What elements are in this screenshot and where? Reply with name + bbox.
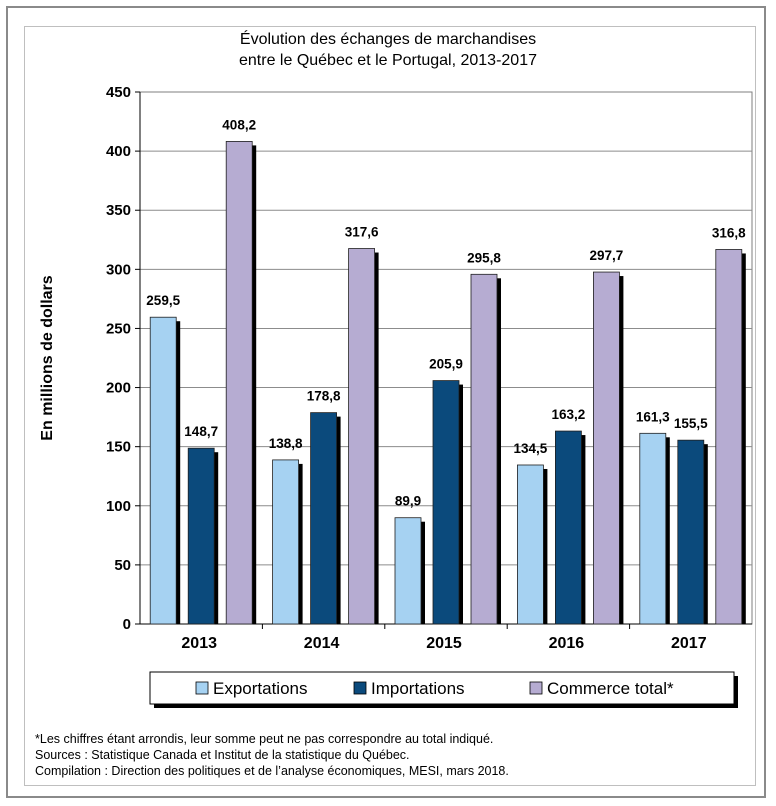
x-category-label: 2015	[426, 635, 462, 652]
bar-exportations-2017	[639, 432, 667, 625]
data-label: 317,6	[345, 225, 379, 240]
bar-commerce-total-2015	[470, 273, 498, 625]
chart-title-line: entre le Québec et le Portugal, 2013-201…	[239, 52, 537, 69]
x-category-label: 2017	[671, 635, 707, 652]
x-category-label: 2016	[549, 635, 585, 652]
legend-swatch	[353, 681, 367, 695]
chart-title-line: Évolution des échanges de marchandises	[240, 29, 536, 48]
chart-notes: *Les chiffres étant arrondis, leur somme…	[35, 731, 509, 779]
bar-importations-2017	[677, 439, 705, 625]
data-label: 205,9	[429, 357, 463, 372]
data-label: 259,5	[146, 293, 180, 308]
bar-importations-2015	[432, 380, 460, 625]
legend	[149, 671, 735, 705]
bar-commerce-total-2016	[593, 271, 620, 625]
legend-swatch	[195, 681, 209, 695]
data-label: 297,7	[590, 248, 624, 263]
bar-importations-2013	[187, 447, 215, 625]
data-label: 89,9	[395, 494, 421, 509]
data-label: 163,2	[552, 407, 586, 422]
bar-exportations-2016	[517, 464, 544, 625]
x-category-label: 2013	[181, 635, 217, 652]
y-tick-label: 150	[106, 439, 131, 456]
y-tick-label: 100	[106, 498, 131, 515]
legend-swatch	[529, 681, 543, 695]
y-tick-label: 250	[106, 320, 131, 337]
y-axis-label: En millions de dollars	[39, 275, 56, 440]
data-label: 295,8	[467, 250, 501, 265]
chart-inner-border	[24, 26, 756, 786]
bar-importations-2016	[555, 430, 582, 625]
y-tick-label: 400	[106, 143, 131, 160]
y-tick-label: 200	[106, 380, 131, 397]
y-tick-label: 0	[123, 616, 131, 633]
data-label: 155,5	[674, 416, 708, 431]
y-tick-label: 300	[106, 261, 131, 278]
bar-importations-2014	[310, 412, 338, 625]
y-tick-label: 50	[114, 557, 131, 574]
bar-commerce-total-2017	[715, 249, 743, 625]
bar-commerce-total-2014	[348, 248, 376, 625]
bar-exportations-2015	[394, 517, 422, 625]
data-label: 316,8	[712, 225, 746, 240]
legend-label: Exportations	[213, 679, 308, 698]
legend-label: Importations	[371, 679, 465, 698]
footnote: *Les chiffres étant arrondis, leur somme…	[35, 732, 494, 746]
data-label: 161,3	[636, 409, 670, 424]
bar-exportations-2013	[149, 316, 177, 625]
data-label: 138,8	[269, 436, 303, 451]
y-tick-label: 350	[106, 202, 131, 219]
compilation-note: Compilation : Direction des politiques e…	[35, 764, 509, 778]
legend-label: Commerce total*	[547, 679, 674, 698]
y-tick-label: 450	[106, 84, 131, 101]
data-label: 408,2	[222, 117, 256, 132]
data-label: 134,5	[514, 441, 548, 456]
bar-exportations-2014	[272, 459, 300, 625]
sources-note: Sources : Statistique Canada et Institut…	[35, 748, 410, 762]
x-category-label: 2014	[304, 635, 340, 652]
data-label: 148,7	[184, 424, 218, 439]
bar-commerce-total-2013	[225, 141, 253, 625]
data-label: 178,8	[307, 389, 341, 404]
